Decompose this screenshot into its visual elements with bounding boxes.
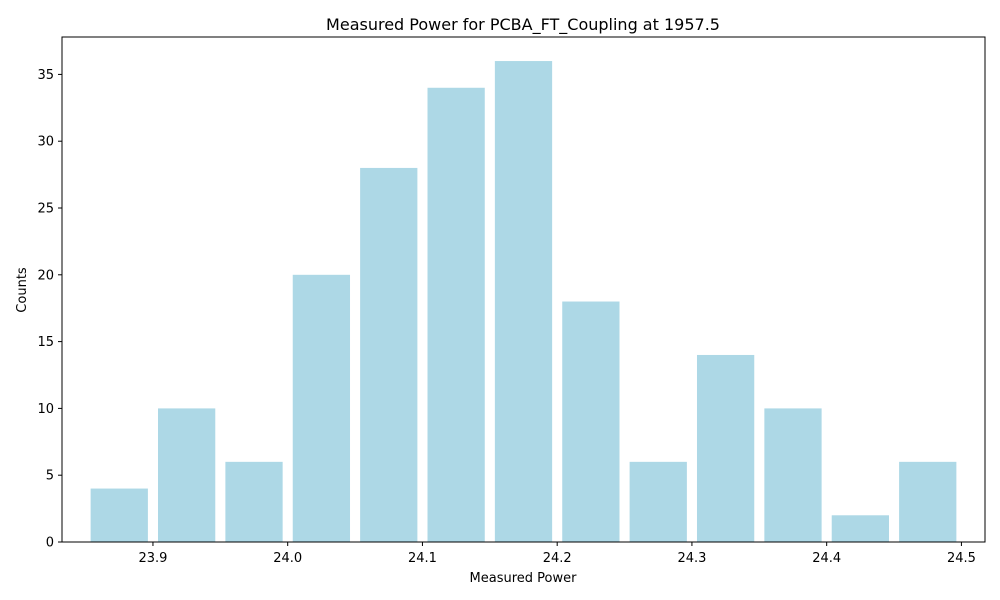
y-tick-label-4: 20 [37,268,54,283]
bar-2 [225,461,283,542]
x-tick-label-5: 24.4 [812,551,841,566]
bar-4 [360,167,418,543]
x-tick-label-0: 23.9 [138,551,167,566]
bar-9 [696,354,755,542]
y-tick-label-1: 5 [46,469,54,484]
bar-0 [90,488,148,542]
bar-12 [899,461,957,542]
y-axis-ticks: 0 5 10 15 20 25 30 35 [37,68,62,551]
x-tick-label-6: 24.5 [947,551,976,566]
y-tick-label-7: 35 [37,68,54,83]
x-tick-label-1: 24.0 [273,551,302,566]
y-tick-label-2: 10 [37,402,54,417]
y-axis-label: Counts [15,267,30,313]
x-axis-label: Measured Power [470,571,578,586]
bars-group [90,61,957,543]
chart-title: Measured Power for PCBA_FT_Coupling at 1… [326,15,720,35]
bar-5 [427,87,485,542]
bar-1 [158,408,216,542]
bar-3 [292,274,351,542]
x-axis-ticks: 23.9 24.0 24.1 24.2 24.3 24.4 24.5 [138,542,976,566]
x-tick-label-2: 24.1 [408,551,437,566]
bar-7 [562,301,620,542]
y-tick-label-0: 0 [46,536,54,551]
y-tick-label-6: 30 [37,135,54,150]
x-tick-label-3: 24.2 [543,551,572,566]
bar-11 [831,515,889,542]
bar-6 [494,61,553,543]
y-tick-label-3: 15 [37,335,54,350]
x-tick-label-4: 24.3 [677,551,706,566]
y-tick-label-5: 25 [37,202,54,217]
bar-10 [764,408,822,542]
bar-8 [629,461,687,542]
plot-frame [61,36,986,543]
